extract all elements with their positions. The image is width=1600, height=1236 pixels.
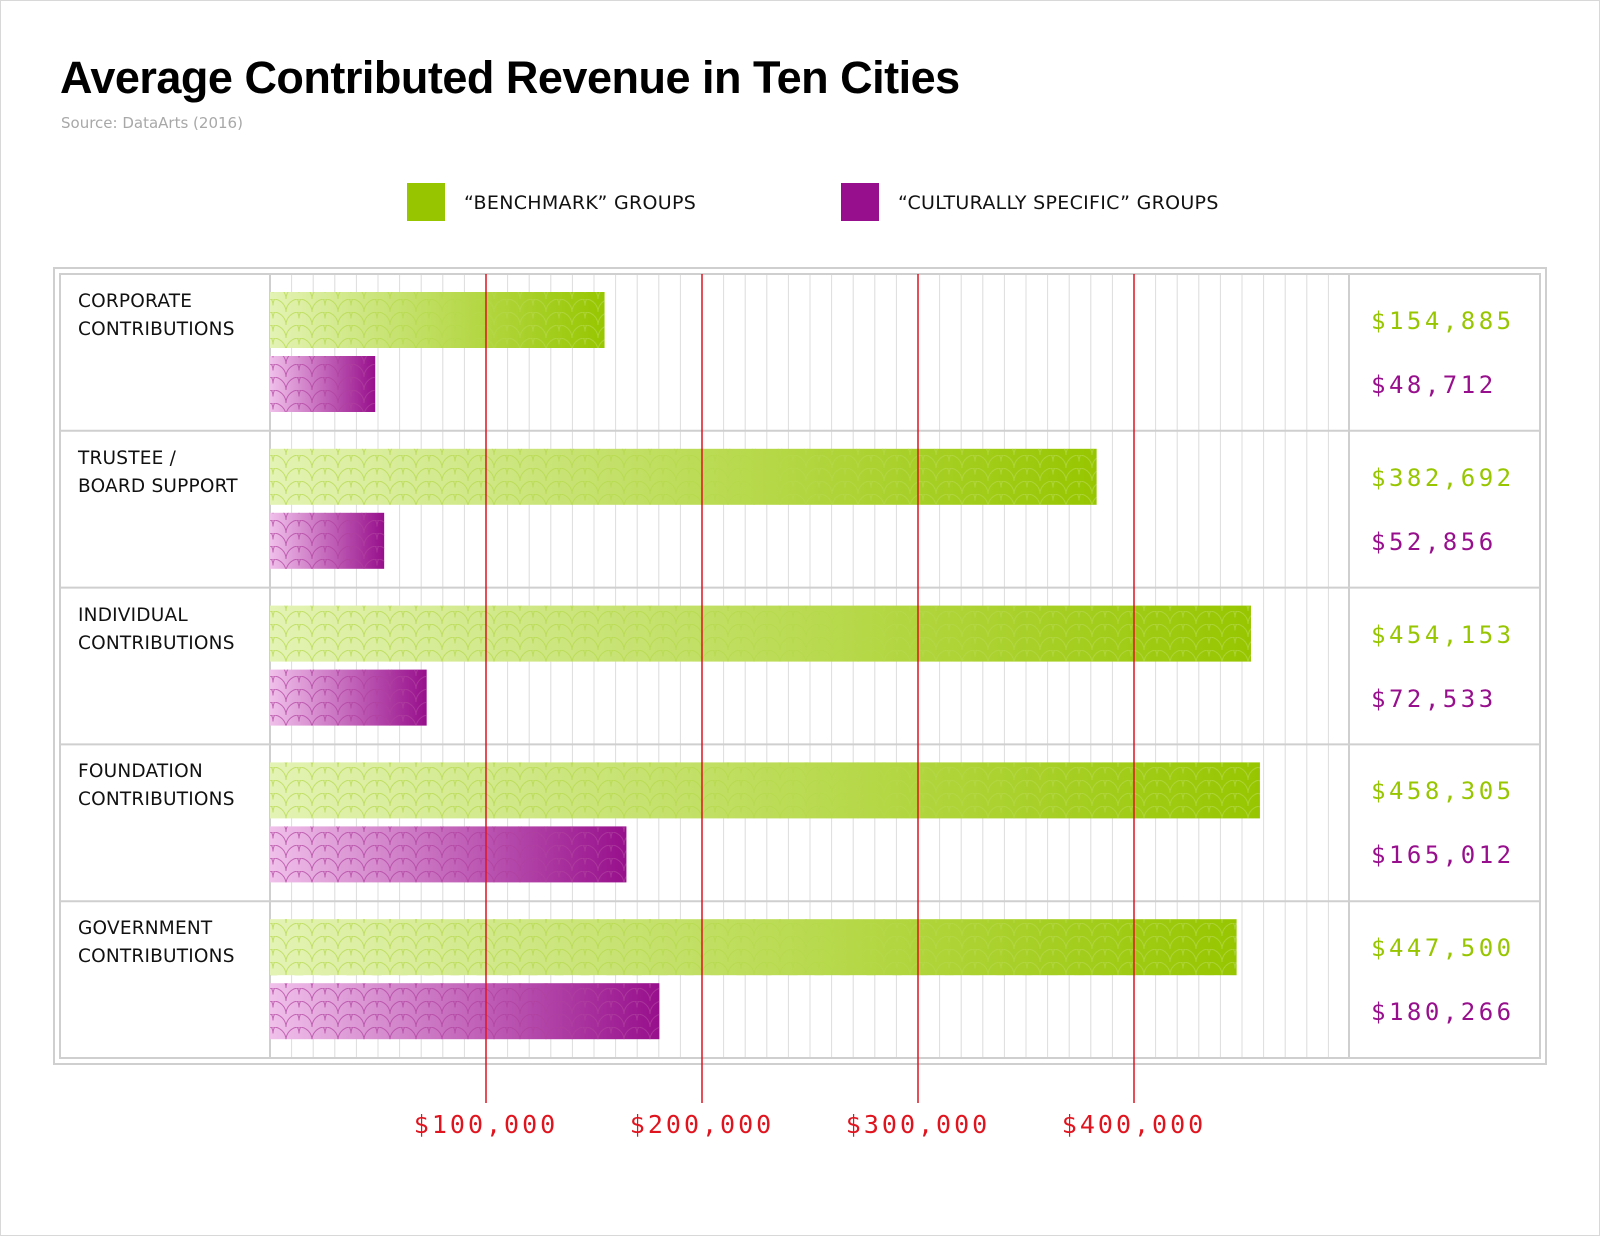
x-tick-label: $300,000 — [845, 1110, 991, 1139]
bar-texture-culturally-specific — [270, 356, 376, 412]
bar-texture-culturally-specific — [270, 826, 627, 883]
bar-texture-benchmark — [270, 292, 605, 348]
chart-title: Average Contributed Revenue in Ten Citie… — [60, 52, 960, 103]
legend-swatch-culturally-specific — [841, 183, 879, 221]
x-tick-label: $400,000 — [1061, 1110, 1207, 1139]
bar-texture-benchmark — [270, 605, 1251, 662]
bar-texture-culturally-specific — [270, 669, 427, 726]
data-label-culturally-specific: $180,266 — [1371, 998, 1515, 1027]
category-label: TRUSTEE / BOARD SUPPORT — [78, 447, 238, 497]
data-label-benchmark: $154,885 — [1371, 307, 1515, 335]
category-label: GOVERNMENT CONTRIBUTIONS — [78, 918, 235, 968]
x-tick-label: $200,000 — [629, 1110, 775, 1139]
data-label-culturally-specific: $72,533 — [1371, 684, 1497, 713]
legend-label-culturally-specific: “CULTURALLY SPECIFIC” GROUPS — [898, 192, 1219, 214]
bar-texture-culturally-specific — [270, 512, 385, 569]
bar-texture-benchmark — [270, 448, 1097, 505]
data-label-culturally-specific: $165,012 — [1371, 841, 1515, 870]
data-label-benchmark: $458,305 — [1371, 777, 1515, 806]
chart-inner-frame — [59, 273, 1541, 1059]
data-label-benchmark: $454,153 — [1371, 620, 1515, 649]
bar-texture-benchmark — [270, 919, 1237, 976]
data-label-benchmark: $382,692 — [1371, 463, 1515, 492]
data-label-culturally-specific: $48,712 — [1371, 371, 1497, 399]
bar-texture-benchmark — [270, 762, 1260, 819]
chart-source: Source: DataArts (2016) — [61, 114, 243, 132]
legend-swatch-benchmark — [407, 183, 445, 221]
data-label-benchmark: $447,500 — [1371, 934, 1515, 963]
x-tick-label: $100,000 — [413, 1110, 559, 1139]
chart-outer-frame — [53, 267, 1547, 1065]
data-label-culturally-specific: $52,856 — [1371, 527, 1497, 556]
category-label: INDIVIDUAL CONTRIBUTIONS — [78, 604, 235, 654]
category-label: CORPORATE CONTRIBUTIONS — [78, 291, 235, 340]
category-label: FOUNDATION CONTRIBUTIONS — [78, 761, 235, 811]
legend-label-benchmark: “BENCHMARK” GROUPS — [464, 192, 697, 214]
bar-texture-culturally-specific — [270, 983, 660, 1040]
